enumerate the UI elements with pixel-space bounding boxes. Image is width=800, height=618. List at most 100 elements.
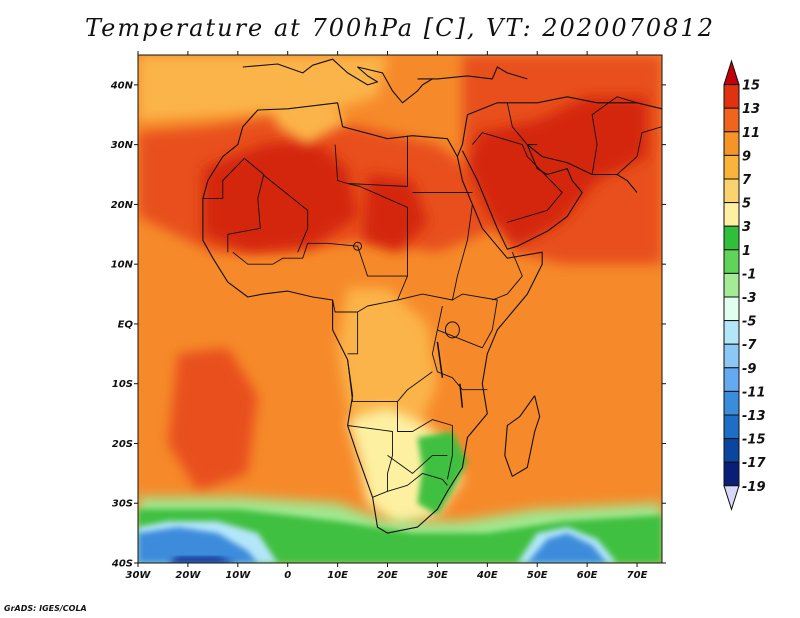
country-border-16 (492, 252, 523, 301)
arabia-coastline (461, 144, 583, 250)
lat-tick-label: 30S (112, 499, 133, 510)
country-border-11 (347, 425, 393, 498)
colorbar-cell (723, 272, 740, 298)
colorbar-label: 9 (742, 149, 751, 164)
temperature-field (138, 55, 662, 563)
middle-east-north-border (456, 96, 662, 157)
lake-malawi (459, 383, 464, 408)
country-border-13 (387, 472, 448, 492)
country-border-3 (347, 135, 408, 187)
colorbar-cell (723, 390, 740, 416)
hot-chad-core (362, 174, 428, 253)
colorbar-cell (723, 320, 740, 345)
country-border-17 (472, 132, 563, 223)
lon-tick-label: 10W (225, 570, 251, 581)
lake-victoria (444, 321, 460, 339)
country-border-18 (506, 102, 528, 145)
lon-tick-label: 70E (627, 570, 648, 581)
hot-west-sahara (202, 138, 358, 253)
colorbar-label: -3 (742, 291, 756, 306)
colorbar-cell (723, 296, 740, 322)
colorbar-cell (723, 154, 740, 180)
lon-tick-label: 10E (327, 570, 348, 581)
country-border-10 (397, 401, 453, 480)
lon-tick-label: 50E (527, 570, 548, 581)
colorbar-cell (723, 461, 740, 487)
lon-tick-label: 30W (126, 570, 152, 581)
colorbar-cell (723, 249, 740, 274)
lat-tick-label: 10N (111, 260, 134, 271)
blue-east (527, 533, 608, 563)
colorbar-top-arrow (723, 59, 740, 86)
map-axes: 30W 20W 10W 0 10E 20E 30E 40E 50E 60E 70E 40N 30N 20N… (110, 51, 666, 581)
country-borders (202, 58, 662, 534)
colorbar-label: 1 (742, 244, 751, 259)
black-sea-coast (417, 66, 528, 80)
mild-central-africa (337, 288, 438, 456)
blue-west (138, 527, 258, 563)
deepblue-west (167, 557, 238, 563)
colorbar: 15 13 11 9 7 5 3 1 -1 -3 -5 -7 -9 -11 -13 -15 -17 -19 (723, 59, 766, 512)
country-border-14 (347, 359, 398, 403)
colorbar-cell (723, 202, 740, 227)
colorbar-cell (723, 414, 740, 440)
southern-europe-coast (242, 58, 433, 104)
lon-tick-label: 20E (377, 570, 398, 581)
country-border-7 (347, 312, 359, 355)
colorbar-cell (723, 107, 740, 133)
colorbar-label: 7 (742, 173, 752, 188)
colorbar-label: -7 (742, 338, 757, 353)
map-frame (137, 54, 663, 564)
grads-credit: GrADS: IGES/COLA (4, 604, 87, 613)
lat-tick-label: 40S (111, 559, 133, 570)
country-border-1 (262, 174, 309, 253)
colorbar-cell (723, 343, 740, 369)
colorbar-label: 13 (742, 102, 760, 117)
country-border-15 (397, 371, 433, 402)
colorbar-cell (723, 178, 740, 204)
lat-tick-label: 30N (111, 140, 134, 151)
lon-tick-label: 40E (476, 570, 498, 581)
lat-tick-label: EQ (118, 319, 134, 330)
colorbar-cell (723, 438, 740, 463)
country-border-19 (591, 96, 638, 175)
colorbar-label: -9 (742, 362, 756, 377)
colorbar-label: -11 (742, 385, 766, 400)
country-border-2 (232, 144, 408, 277)
colorbar-label: 5 (742, 197, 751, 212)
colorbar-label: -5 (742, 315, 756, 330)
madagascar-coast (504, 395, 541, 477)
lat-tick-label: 10S (112, 379, 133, 390)
lon-tick-label: 0 (284, 570, 291, 581)
green-south-africa (417, 431, 468, 516)
colorbar-label: 15 (742, 79, 760, 94)
africa-coastline (202, 102, 543, 534)
country-border-9 (431, 329, 488, 391)
lat-tick-label: 40N (110, 80, 134, 91)
colorbar-label: -1 (742, 267, 756, 282)
colorbar-cell (723, 367, 740, 392)
colorbar-cell (723, 225, 740, 251)
colorbar-label: -17 (742, 456, 766, 471)
lat-tick-label: 20N (111, 200, 134, 211)
colorbar-label: -13 (742, 409, 766, 424)
colorbar-label: -19 (742, 480, 766, 495)
colorbar-cell (723, 131, 740, 156)
colorbar-label: -15 (742, 433, 766, 448)
country-border-21 (202, 158, 245, 199)
lon-tick-label: 60E (577, 570, 598, 581)
colorbar-label: 11 (742, 126, 760, 141)
colorbar-label: 3 (742, 220, 751, 235)
lon-tick-label: 20W (175, 570, 201, 581)
lat-tick-label: 20S (112, 439, 133, 450)
warm-atlantic-south (167, 347, 258, 492)
lake-tanganyika (436, 341, 444, 378)
colorbar-bottom-arrow (723, 485, 740, 512)
country-border-12 (387, 454, 448, 474)
chart-title: Temperature at 700hPa [C], VT: 202007081… (85, 14, 715, 42)
country-border-20 (616, 126, 662, 175)
country-border-0 (227, 158, 265, 253)
lake-chad (353, 241, 363, 251)
lon-tick-label: 30E (427, 570, 448, 581)
